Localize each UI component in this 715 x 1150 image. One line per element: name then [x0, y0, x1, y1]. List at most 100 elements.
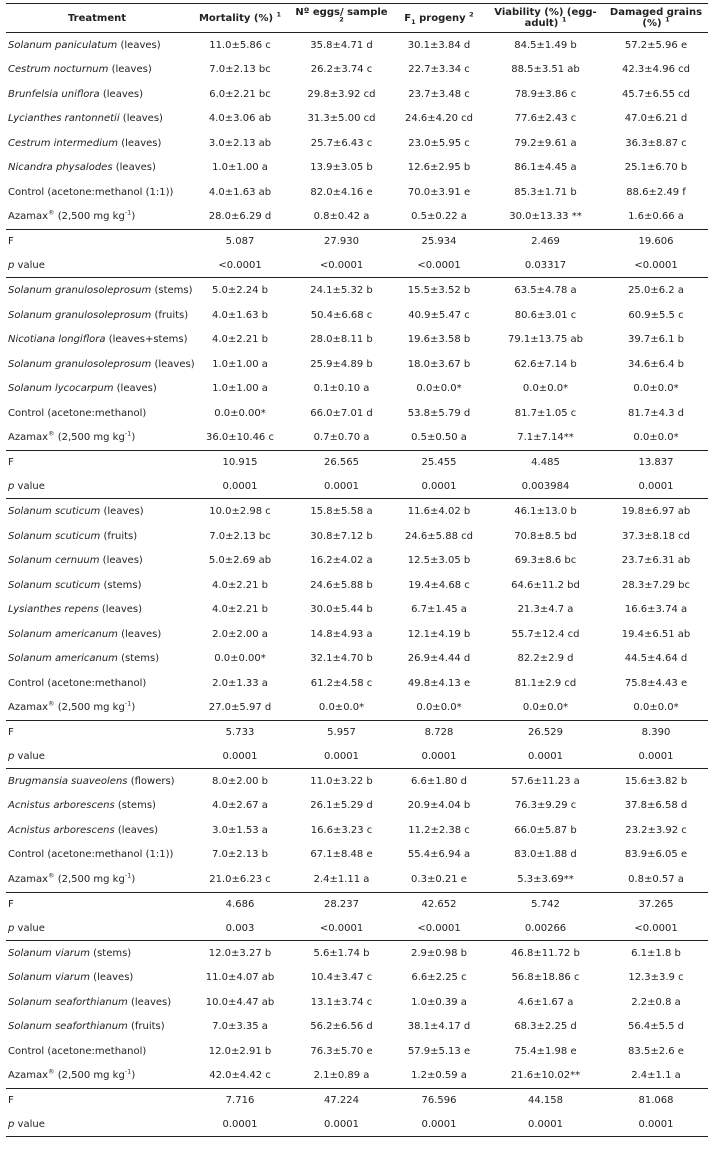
table-row: Solanum paniculatum (leaves) 11.0±5.86 c 3…: [6, 33, 708, 58]
table-row: Azamax® (2,500 mg kg-1) 36.0±10.46 c 0.7±0…: [6, 425, 708, 450]
f1-cell: 30.1±3.84 d: [407, 39, 471, 51]
treatment-cell: Control (acetone:methanol (1:1)): [6, 843, 188, 868]
eggs-cell: 13.9±3.05 b: [310, 162, 373, 174]
p-mortality-cell: <0.0001: [188, 253, 292, 279]
treatment-part: (2,500 mg kg: [57, 1070, 125, 1082]
treatment-part: (leaves): [121, 628, 162, 640]
f-mortality-cell: 5.087: [188, 228, 292, 254]
damaged-cell: 25.1±6.70 b: [624, 162, 688, 174]
viability-cell: 86.1±4.45 a: [514, 162, 577, 174]
mortality-cell: 4.0±2.21 b: [211, 334, 269, 346]
f1-cell: 70.0±3.91 e: [407, 186, 471, 198]
damaged-cell: 25.0±6.2 a: [628, 285, 684, 297]
treatment-species: Azamax: [8, 211, 49, 223]
viability-cell: 7.1±7.14**: [517, 432, 574, 444]
treatment-species: Azamax: [8, 702, 49, 713]
treatment-part: (leaves): [115, 162, 156, 174]
f-damaged-cell: 81.068: [604, 1087, 708, 1113]
p-viability-cell: 0.0001: [487, 744, 604, 770]
p-viability-cell: 0.003984: [487, 474, 604, 500]
table-row: Solanum viarum (stems) 12.0±3.27 b 5.6±1.7…: [6, 941, 708, 966]
f-statistic-row: F 10.915 26.565 25.455 4.485 13.837: [6, 449, 708, 475]
mortality-cell: 4.0±2.21 b: [211, 604, 269, 615]
treatment-part: (stems): [93, 947, 132, 959]
eggs-cell: 66.0±7.01 d: [310, 407, 373, 419]
viability-cell: 4.6±1.67 a: [517, 996, 574, 1008]
p-label-rest: value: [14, 750, 45, 762]
treatment-species: Solanum seaforthianum: [8, 996, 128, 1008]
treatment-cell: Solanum paniculatum (leaves): [6, 33, 188, 58]
treatment-cell: Solanum granulosoleprosum (leaves): [6, 352, 195, 377]
treatment-cell: Solanum scuticum (stems): [6, 573, 188, 598]
f1-cell: 11.2±2.38 c: [408, 824, 470, 836]
treatment-part: (leaves): [102, 88, 144, 100]
registered-mark: ®: [48, 699, 55, 708]
f-damaged-cell: 37.265: [604, 891, 708, 917]
eggs-cell: 76.3±5.70 e: [310, 1045, 373, 1057]
header-viability: Viability (%) (egg-adult) 1: [487, 3, 604, 33]
f-mortality-cell: 4.686: [188, 891, 292, 917]
eggs-cell: 16.6±3.23 c: [310, 824, 373, 836]
f-eggs-cell: 5.957: [292, 719, 391, 745]
treatment-part: (2,500 mg kg: [57, 432, 125, 444]
damaged-cell: 37.8±6.58 d: [624, 800, 688, 812]
table-header: Treatment Mortality (%) 1 Nº eggs/ sampl…: [6, 3, 708, 33]
f1-cell: 38.1±4.17 d: [407, 1021, 471, 1033]
treatment-part: (fruits): [103, 530, 138, 542]
eggs-cell: 25.7±6.43 c: [310, 137, 373, 149]
damaged-cell: 2.4±1.1 a: [631, 1070, 681, 1082]
treatment-cell: Solanum viarum (leaves): [6, 966, 188, 991]
f1-cell: 57.9±5.13 e: [407, 1045, 471, 1057]
damaged-cell: 0.0±0.0*: [633, 702, 679, 713]
table-row: Solanum scuticum (leaves) 10.0±2.98 c 15.8…: [6, 499, 708, 524]
treatment-cell: Solanum seaforthianum (fruits): [6, 1015, 188, 1040]
p-damaged-cell: 0.0001: [604, 744, 708, 770]
header-viability-label: Viability (%) (egg-adult): [494, 7, 597, 29]
treatment-species: Cestrum nocturnum: [8, 64, 109, 76]
treatment-species: Solanum americanum: [8, 628, 118, 640]
eggs-cell: 50.4±6.68 c: [310, 309, 373, 321]
f1-cell: 19.6±3.58 b: [407, 334, 471, 346]
eggs-cell: 61.2±4.58 c: [310, 677, 373, 689]
f1-cell: 6.7±1.45 a: [411, 604, 467, 615]
table-row: Azamax® (2,500 mg kg-1) 27.0±5.97 d 0.0±0.…: [6, 695, 708, 720]
header-treatment-label: Treatment: [67, 12, 127, 24]
p-value-row: p value 0.0001 0.0001 0.0001 0.003984 0.0001: [6, 474, 708, 500]
f-f1-cell: 8.728: [391, 719, 487, 745]
viability-cell: 75.4±1.98 e: [514, 1045, 577, 1057]
p-eggs-cell: 0.0001: [292, 474, 391, 500]
eggs-cell: 30.8±7.12 b: [310, 530, 373, 542]
damaged-cell: 37.3±8.18 cd: [622, 530, 690, 542]
mortality-cell: 12.0±2.91 b: [208, 1045, 272, 1057]
table-row: Control (acetone:methanol) 12.0±2.91 b 76.…: [6, 1039, 708, 1064]
table-row: Azamax® (2,500 mg kg-1) 21.0±6.23 c 2.4±1.…: [6, 867, 708, 892]
treatment-part: (fruits): [154, 309, 189, 321]
header-row: Treatment Mortality (%) 1 Nº eggs/ sampl…: [6, 3, 708, 33]
damaged-cell: 36.3±8.87 c: [625, 137, 687, 149]
header-damaged-grains: Damaged grains (%) 1: [604, 3, 708, 33]
viability-cell: 83.0±1.88 d: [514, 849, 577, 861]
treatment-cell: Brugmansia suaveolens (flowers): [6, 769, 188, 794]
eggs-cell: 0.8±0.42 a: [313, 211, 370, 223]
table-row: Solanum granulosoleprosum (leaves) 1.0±1.…: [6, 352, 708, 377]
mortality-cell: 4.0±1.63 ab: [208, 186, 272, 198]
table-row: Lycianthes rantonnetii (leaves) 4.0±3.06 …: [6, 107, 708, 132]
damaged-cell: 19.8±6.97 ab: [621, 506, 691, 517]
registered-mark: ®: [48, 871, 55, 880]
viability-cell: 56.8±18.86 c: [511, 972, 580, 984]
treatment-part: (leaves): [121, 137, 162, 149]
p-label-cell: p value: [6, 253, 188, 279]
p-viability-cell: 0.00266: [487, 916, 604, 942]
table-row: Solanum scuticum (stems) 4.0±2.21 b 24.6±5…: [6, 573, 708, 598]
eggs-cell: 30.0±5.44 b: [310, 604, 373, 615]
damaged-cell: 0.0±0.0*: [633, 383, 679, 395]
f-damaged-cell: 13.837: [604, 449, 708, 475]
table-row: Solanum americanum (stems) 0.0±0.00* 32.1±…: [6, 646, 708, 671]
registered-mark: ®: [48, 208, 55, 217]
mortality-cell: 3.0±1.53 a: [212, 824, 268, 836]
f1-cell: 15.5±3.52 b: [407, 285, 471, 297]
viability-cell: 62.6±7.14 b: [514, 358, 577, 370]
eggs-cell: 0.7±0.70 a: [313, 432, 370, 444]
mortality-cell: 5.0±2.69 ab: [208, 555, 272, 566]
damaged-cell: 83.9±6.05 e: [624, 849, 688, 861]
